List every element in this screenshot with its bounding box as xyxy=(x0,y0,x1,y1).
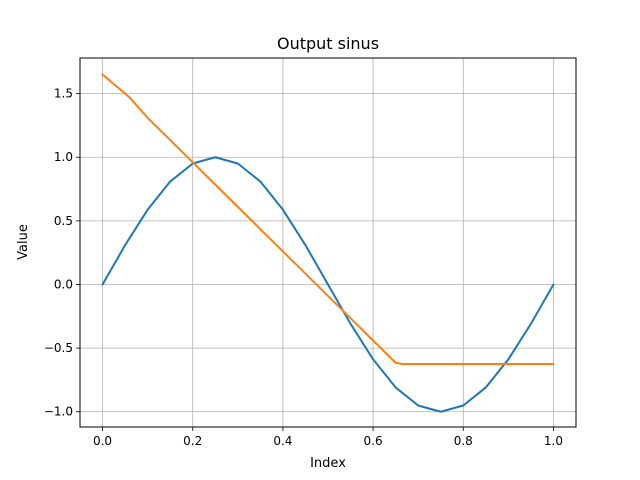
y-tick-label: 0.0 xyxy=(54,277,73,291)
y-tick-label: −1.0 xyxy=(44,405,73,419)
x-tick-label: 0.6 xyxy=(364,434,383,448)
y-tick-label: 1.0 xyxy=(54,150,73,164)
series-line-2 xyxy=(101,73,555,366)
y-tick-label: 0.5 xyxy=(54,214,73,228)
x-tick-label: 0.4 xyxy=(273,434,292,448)
plot-frame xyxy=(79,57,577,428)
y-axis-label: Value xyxy=(16,224,31,260)
chart-title: Output sinus xyxy=(277,34,379,53)
y-tick-label: −0.5 xyxy=(44,341,73,355)
x-axis-label: Index xyxy=(310,456,346,471)
x-tick-label: 0.8 xyxy=(454,434,473,448)
x-tick-label: 0.0 xyxy=(93,434,112,448)
series-line-1 xyxy=(101,156,555,413)
x-tick-label: 0.2 xyxy=(183,434,202,448)
x-tick-label: 1.0 xyxy=(544,434,563,448)
ticks: 0.0 0.2 0.4 0.6 0.8 1.0 −1.0 −0.5 0.0 0.5 1.0 1.5 xyxy=(44,87,563,448)
y-tick-label: 1.5 xyxy=(54,87,73,101)
series-lines xyxy=(101,73,555,413)
